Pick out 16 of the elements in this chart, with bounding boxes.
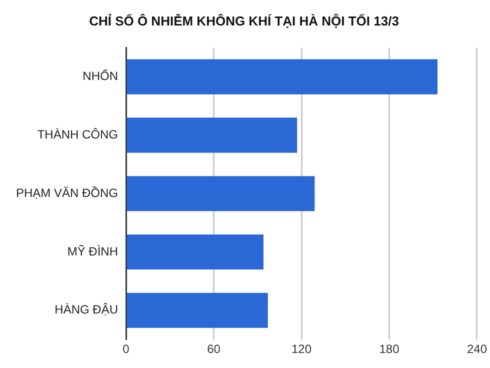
bar xyxy=(126,118,298,153)
y-tick-label: MỸ ĐÌNH xyxy=(67,244,118,258)
bar xyxy=(126,176,315,212)
y-tick-label: HÀNG ĐẬU xyxy=(54,302,118,317)
x-tick-label: 0 xyxy=(122,342,130,356)
y-tick-label: THÀNH CÔNG xyxy=(37,128,118,142)
y-tick-label: PHẠM VĂN ĐỒNG xyxy=(16,186,118,200)
x-tick-label: 180 xyxy=(379,342,400,356)
x-tick-label: 60 xyxy=(207,342,221,356)
chart-title: CHỈ SỐ Ô NHIỄM KHÔNG KHÍ TẠI HÀ NỘI TỐI 13/3 xyxy=(89,13,399,28)
y-tick-label: NHỔN xyxy=(82,69,118,84)
bar xyxy=(126,59,438,94)
bar xyxy=(126,234,264,270)
x-tick-label: 120 xyxy=(291,342,312,356)
bar xyxy=(126,292,268,328)
x-tick-label: 240 xyxy=(466,342,488,356)
